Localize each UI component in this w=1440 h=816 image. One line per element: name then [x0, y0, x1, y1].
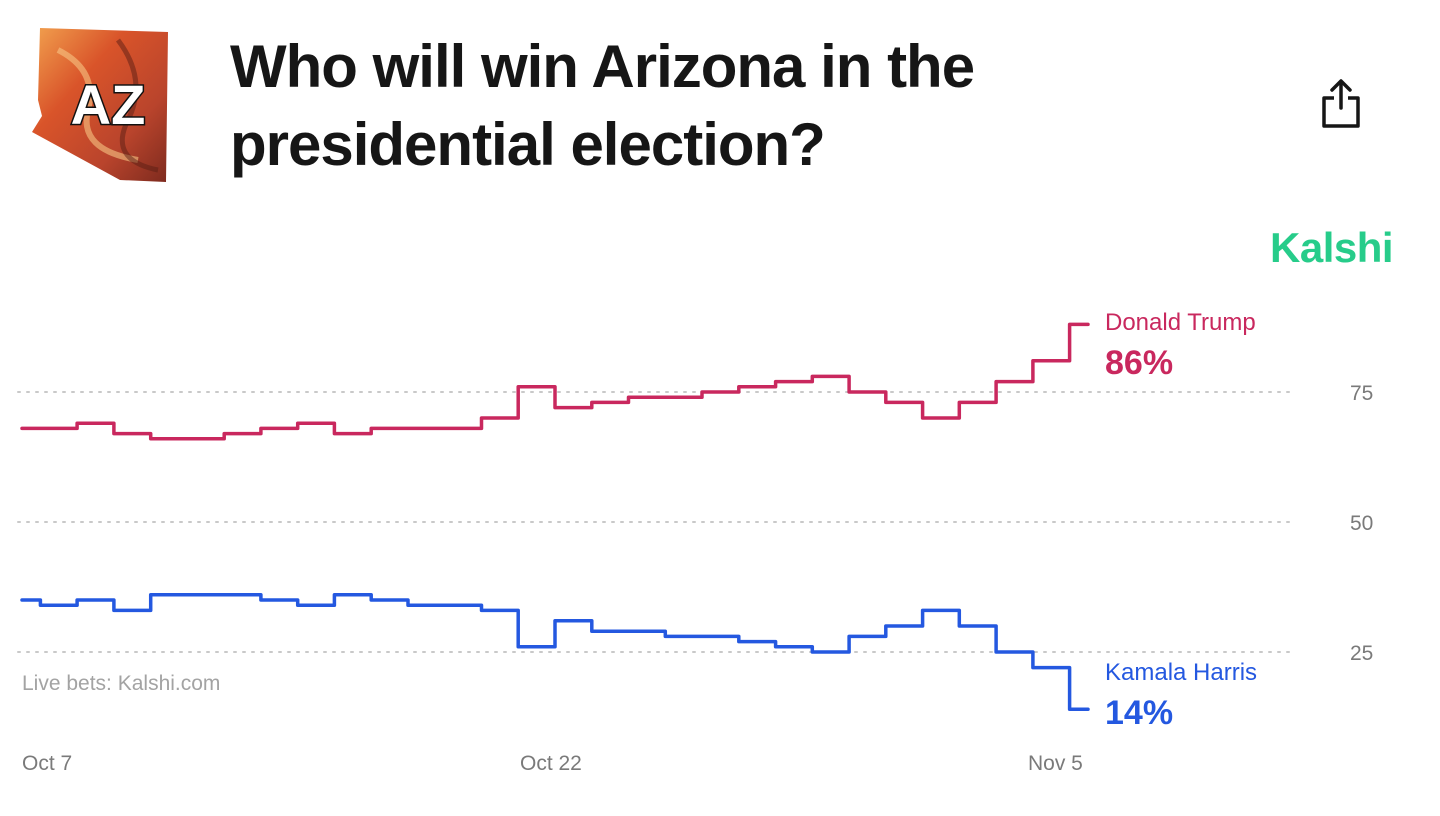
y-tick-label: 75 — [1350, 382, 1373, 405]
x-tick-label: Nov 5 — [1028, 752, 1083, 775]
series-value-label: 14% — [1105, 694, 1173, 732]
y-tick-label: 25 — [1350, 642, 1373, 665]
series-line — [20, 322, 1090, 441]
series-line — [20, 593, 1090, 711]
page-title: Who will win Arizona in the presidential… — [230, 33, 975, 178]
share-icon — [1322, 79, 1360, 128]
source-note: Live bets: Kalshi.com — [22, 672, 221, 695]
series-value-label: 86% — [1105, 344, 1173, 382]
share-button[interactable] — [1318, 78, 1364, 130]
x-tick-label: Oct 22 — [520, 752, 582, 775]
series-name-label: Kamala Harris — [1105, 659, 1257, 686]
kalshi-logo: Kalshi — [1270, 224, 1394, 271]
y-tick-label: 50 — [1350, 512, 1373, 535]
logo-text: AZ — [71, 73, 146, 136]
series-name-label: Donald Trump — [1105, 309, 1256, 336]
arizona-state-logo: AZ — [28, 20, 188, 188]
x-tick-label: Oct 7 — [22, 752, 72, 775]
